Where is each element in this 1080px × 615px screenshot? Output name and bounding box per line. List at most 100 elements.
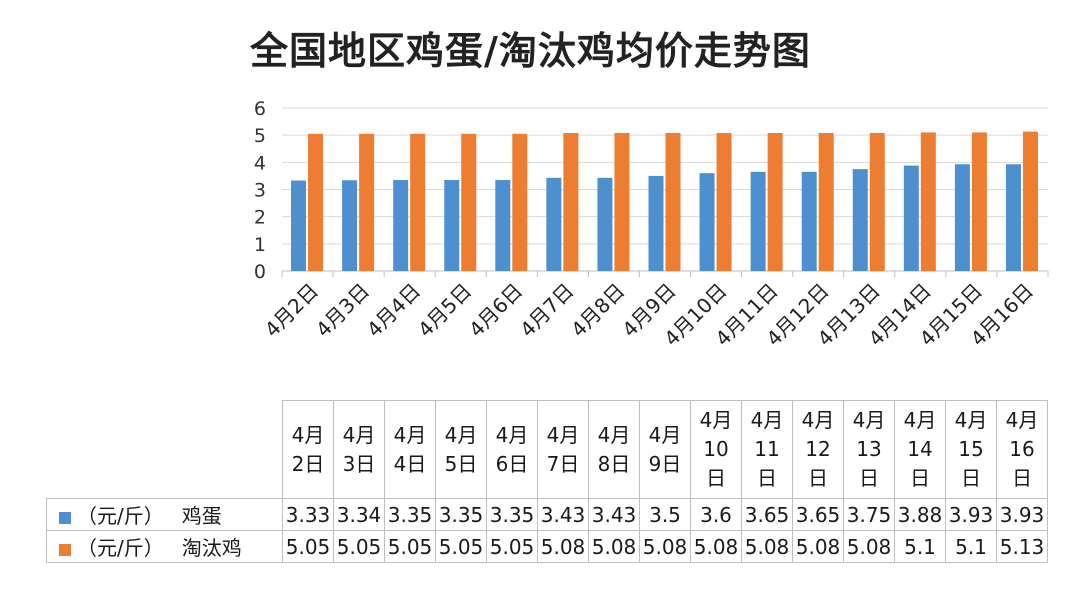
bar-egg xyxy=(903,165,919,271)
bar-culled-hen xyxy=(665,132,681,271)
table-row: （元/斤） 淘汰鸡 5.05 5.05 5.05 5.05 5.05 5.08 5.08 5.08… xyxy=(46,530,1048,563)
table-value-cell: 5.13 xyxy=(996,530,1048,563)
bar-culled-hen xyxy=(920,132,936,271)
bar-culled-hen xyxy=(971,132,987,271)
date-header-line: 4月 xyxy=(342,422,376,447)
y-tick-label: 3 xyxy=(254,180,266,202)
date-header-line: 日 xyxy=(1012,466,1032,490)
y-tick-label: 2 xyxy=(254,207,266,229)
table-value-cell: 3.88 xyxy=(894,498,946,531)
x-tick-label: 4月5日 xyxy=(413,279,476,342)
table-value-cell: 5.08 xyxy=(792,530,844,563)
date-header-line: 15 xyxy=(958,437,984,461)
bar-egg xyxy=(444,179,460,271)
table-value-cell: 3.34 xyxy=(333,498,385,531)
date-header-line: 4月 xyxy=(393,422,427,447)
gridlines xyxy=(281,107,1049,277)
bar-egg xyxy=(954,164,970,271)
bar-culled-hen xyxy=(359,133,375,271)
bar-culled-hen xyxy=(410,133,426,271)
x-axis-ticks: 4月2日4月3日4月4日4月5日4月6日4月7日4月8日4月9日4月10日4月1… xyxy=(260,279,1038,351)
table-value-cell: 5.05 xyxy=(333,530,385,563)
date-header-line: 6日 xyxy=(495,451,529,476)
table-value-cell: 5.08 xyxy=(741,530,793,563)
bar-culled-hen xyxy=(512,133,528,271)
bars xyxy=(291,131,1038,271)
series-unit: （元/斤） xyxy=(77,536,164,560)
table-date-header: 4月 8日 xyxy=(588,400,640,499)
table-value-cell: 5.08 xyxy=(690,530,742,563)
bar-egg xyxy=(342,180,358,271)
date-header-line: 日 xyxy=(961,466,981,490)
date-header-line: 4月 xyxy=(597,422,631,447)
table-value-cell: 3.6 xyxy=(690,498,742,531)
table-date-header: 4月 9日 xyxy=(639,400,691,499)
table-value-cell: 5.05 xyxy=(486,530,538,563)
date-header-line: 9日 xyxy=(648,451,682,476)
y-tick-label: 1 xyxy=(254,234,266,256)
date-header-line: 8日 xyxy=(597,451,631,476)
date-header-line: 16 xyxy=(1009,437,1035,461)
series-name: 淘汰鸡 xyxy=(181,536,242,560)
bar-egg xyxy=(597,177,613,271)
y-tick-label: 5 xyxy=(254,125,266,147)
bar-egg xyxy=(750,171,766,271)
date-header-line: 4日 xyxy=(393,451,427,476)
bar-egg xyxy=(546,177,562,271)
bar-culled-hen xyxy=(563,132,579,271)
bar-egg xyxy=(852,169,868,271)
date-header-line: 日 xyxy=(706,466,726,490)
table-value-cell: 5.08 xyxy=(843,530,895,563)
bar-culled-hen xyxy=(1022,131,1038,271)
y-tick-label: 4 xyxy=(254,152,266,174)
table-value-cell: 3.65 xyxy=(741,498,793,531)
series-legend-label: （元/斤） 鸡蛋 xyxy=(46,498,283,531)
bar-egg xyxy=(648,175,664,271)
x-tick-label: 4月4日 xyxy=(362,279,425,342)
table-date-header: 4月 7日 xyxy=(537,400,589,499)
bar-chart: 0 1 2 3 4 5 6 4月2日4月3日4月4日4月5日4月6日4月7日4月8日4月9日… xyxy=(254,98,1049,351)
series-unit: （元/斤） xyxy=(77,504,164,528)
legend-swatch xyxy=(59,511,71,524)
chart-title: 全国地区鸡蛋/淘汰鸡均价走势图 xyxy=(250,29,811,73)
date-header-line: 4月 xyxy=(495,422,529,447)
date-header-line: 13 xyxy=(856,437,882,461)
bar-culled-hen xyxy=(614,132,630,271)
table-value-cell: 3.43 xyxy=(588,498,640,531)
table-value-cell: 5.08 xyxy=(639,530,691,563)
bar-egg xyxy=(1005,164,1021,271)
table-value-cell: 3.33 xyxy=(282,498,334,531)
date-header-line: 4月 xyxy=(546,422,580,447)
y-tick-label: 6 xyxy=(254,98,266,120)
table-date-header: 4月 6日 xyxy=(486,400,538,499)
bar-culled-hen xyxy=(308,133,324,271)
table-date-header: 4月 2日 xyxy=(282,400,334,499)
table-value-cell: 3.43 xyxy=(537,498,589,531)
table-value-cell: 3.35 xyxy=(435,498,487,531)
bar-egg xyxy=(699,173,715,271)
date-header-line: 4月 xyxy=(954,408,988,432)
table-value-cell: 3.35 xyxy=(384,498,436,531)
table-corner xyxy=(47,401,283,499)
date-header-line: 4月 xyxy=(903,408,937,432)
date-header-line: 3日 xyxy=(342,451,376,476)
table-date-header: 4月 16 日 xyxy=(996,400,1048,499)
table-value-cell: 3.93 xyxy=(996,498,1048,531)
x-tick-label: 4月3日 xyxy=(311,279,374,342)
date-header-line: 11 xyxy=(754,437,780,461)
table-date-header: 4月 14 日 xyxy=(894,400,946,499)
table-value-cell: 5.05 xyxy=(435,530,487,563)
table-date-header: 4月 4日 xyxy=(384,400,436,499)
table-date-header: 4月 10 日 xyxy=(690,400,742,499)
date-header-line: 4月 xyxy=(801,408,835,432)
table-value-cell: 3.65 xyxy=(792,498,844,531)
date-header-line: 日 xyxy=(808,466,828,490)
series-name: 鸡蛋 xyxy=(181,504,222,528)
table-date-header: 4月 11 日 xyxy=(741,400,793,499)
date-header-line: 5日 xyxy=(444,451,478,476)
date-header-line: 日 xyxy=(757,466,777,490)
bar-culled-hen xyxy=(461,133,477,271)
date-header-line: 4月 xyxy=(750,408,784,432)
date-header-line: 4月 xyxy=(648,422,682,447)
date-header-line: 日 xyxy=(859,466,879,490)
